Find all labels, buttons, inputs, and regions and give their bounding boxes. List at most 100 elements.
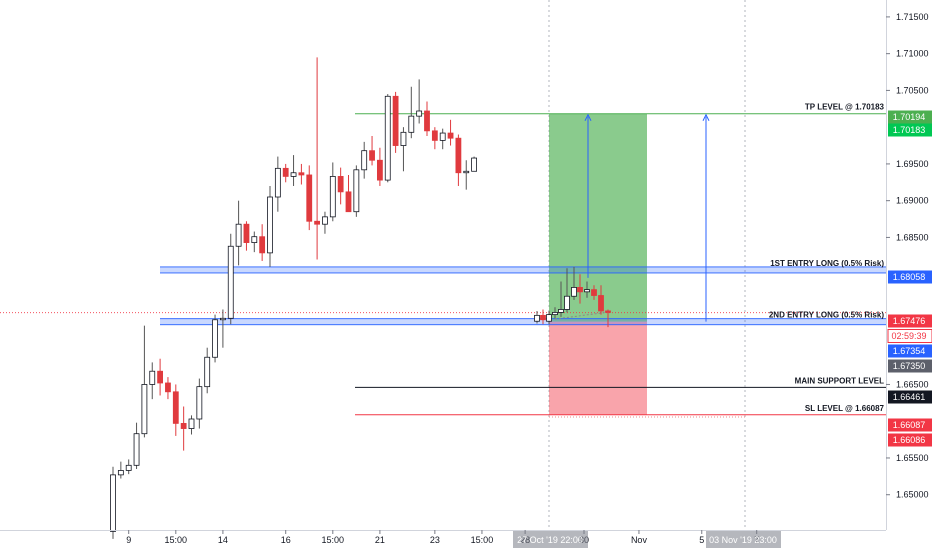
candle-body	[546, 314, 552, 322]
price-tag-label: 1.67350	[893, 361, 926, 371]
candle-body	[353, 169, 360, 213]
arrow-first-entry-head	[584, 113, 592, 121]
candle-body	[424, 110, 430, 132]
y-tick-label: 1.70500	[896, 85, 929, 95]
y-tick-label: 1.65000	[896, 490, 929, 500]
price-tag-label: 1.70183	[893, 125, 926, 135]
level-label: 1ST ENTRY LONG (0.5% Risk)	[770, 259, 884, 268]
price-tag-label: 1.67476	[893, 316, 926, 326]
candle-body	[110, 474, 116, 532]
candle-body	[251, 236, 258, 243]
price-tag	[888, 110, 932, 124]
x-tick-label: Nov	[631, 535, 648, 545]
candle-body	[329, 176, 336, 218]
candle-body	[314, 220, 321, 225]
price-tag-label: 1.66086	[893, 435, 926, 445]
arrow-second-entry-head	[702, 113, 710, 121]
candle-body	[384, 95, 391, 181]
candle-body	[298, 172, 305, 176]
candle-body	[540, 314, 546, 321]
x-tick-label: 21	[375, 535, 385, 545]
position-zones	[549, 113, 745, 418]
candle-body	[133, 433, 140, 466]
candle-body	[564, 295, 570, 310]
level-label: TP LEVEL @ 1.70183	[805, 103, 885, 112]
candle-body	[267, 196, 273, 254]
y-tick-label: 1.65500	[896, 453, 929, 463]
price-tag	[888, 390, 932, 404]
price-tag	[888, 314, 932, 328]
x-tick-label: 16	[281, 535, 291, 545]
candle-body	[322, 216, 328, 225]
price-tag	[888, 344, 932, 358]
price-tag	[888, 418, 932, 432]
crosshair-date-label: 03 Nov '19 23:00	[709, 535, 777, 545]
candle-body	[431, 130, 438, 141]
candle-body	[591, 289, 597, 296]
candle-body	[172, 391, 179, 424]
price-tag	[888, 123, 932, 137]
y-tick-label: 1.69000	[896, 196, 929, 206]
x-tick-label: 15:00	[165, 535, 188, 545]
second-entry-band	[160, 318, 886, 326]
candle-body	[290, 172, 297, 177]
candles	[110, 57, 611, 539]
level-label: 2ND ENTRY LONG (0.5% Risk)	[769, 311, 884, 320]
candle-body	[584, 289, 590, 293]
crosshair-date-label: 27 Oct '19 22:00	[517, 535, 583, 545]
candle-body	[400, 131, 407, 146]
crosshair-date-label-bg	[513, 531, 588, 548]
y-tick-label: 1.71500	[896, 12, 929, 22]
candle-body	[361, 150, 368, 171]
candle-body	[188, 418, 195, 429]
level-lines: TP LEVEL @ 1.70183 1ST ENTRY LONG (0.5% R…	[0, 103, 886, 416]
candle-body	[463, 170, 470, 174]
x-tick-label: 5	[699, 535, 704, 545]
candle-body	[165, 382, 171, 393]
candle-body	[204, 356, 211, 388]
candle-body	[306, 174, 313, 222]
x-tick-label: 15:00	[322, 535, 345, 545]
price-tag	[888, 359, 932, 373]
y-tick-label: 1.66500	[896, 379, 929, 389]
candle-body	[212, 319, 218, 358]
candle-body	[180, 423, 187, 429]
candle-body	[219, 317, 226, 321]
price-tag-label: 1.68058	[893, 272, 926, 282]
candle-body	[337, 176, 344, 193]
candle-body	[149, 370, 156, 385]
entry-path-dashed	[554, 311, 607, 320]
candle-body	[416, 110, 423, 117]
y-tick-label: 1.68500	[896, 232, 929, 242]
candle-body	[598, 295, 604, 312]
price-tag-label: 1.70194	[893, 112, 926, 122]
price-tag-label: 1.66087	[893, 420, 926, 430]
price-tag-label: 1.66461	[893, 392, 926, 402]
crosshair-date-label-bg	[706, 531, 781, 548]
candle-body	[227, 245, 234, 319]
candle-body	[439, 132, 446, 141]
candle-body	[605, 310, 611, 313]
candle-body	[534, 314, 540, 322]
candle-body	[141, 384, 148, 435]
profit-zone	[549, 113, 647, 322]
candle-body	[157, 370, 164, 384]
target-arrows	[584, 113, 710, 322]
candle-body	[243, 223, 250, 243]
price-tag	[888, 270, 932, 284]
first-entry-band	[160, 266, 886, 274]
candle-body	[117, 470, 124, 476]
y-tick-label: 1.71000	[896, 49, 929, 59]
candle-body	[282, 167, 289, 177]
candle-body	[558, 309, 564, 313]
price-tag	[887, 329, 932, 343]
candle-body	[471, 157, 478, 172]
loss-zone	[549, 321, 647, 415]
candle-body	[125, 464, 132, 471]
price-tags: 1.70194 1.70183 1.68058 1.67476 02:59:39 1.67…	[887, 110, 932, 447]
price-tag-label: 02:59:39	[891, 331, 926, 341]
candle-body	[235, 223, 242, 247]
x-tick-label: 15:00	[471, 535, 494, 545]
